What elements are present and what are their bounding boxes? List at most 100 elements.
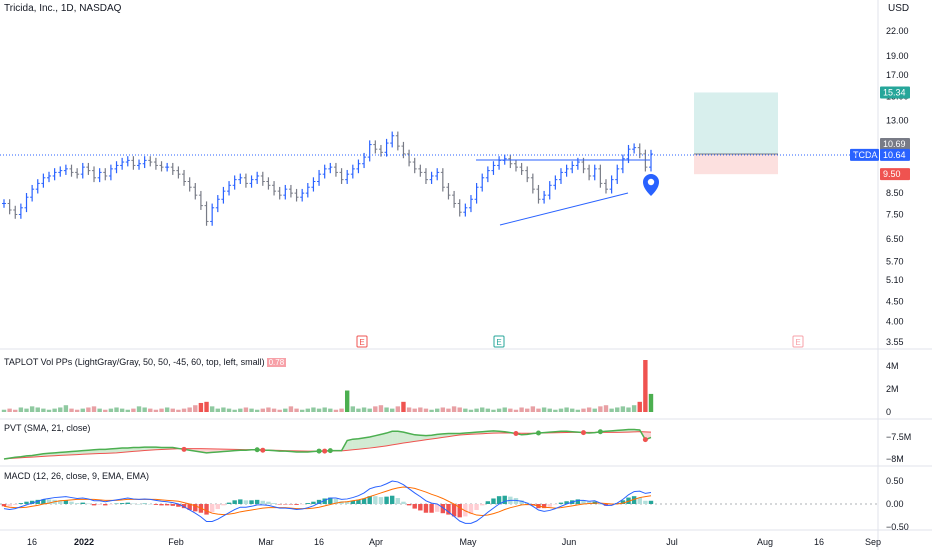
price-bar [193, 183, 198, 200]
volume-bar [344, 390, 350, 412]
pvt-fill [375, 434, 381, 448]
macd-histogram-bar [395, 498, 401, 504]
macd-histogram-bar [24, 501, 29, 504]
volume-value-badge: 0.78 [266, 358, 287, 367]
macd-histogram-bar [620, 500, 626, 504]
earnings-marker[interactable] [792, 335, 804, 348]
price-axis[interactable]: 22.0019.0017.0015.0013.0011.009.508.507.… [850, 26, 910, 347]
macd-histogram-bar [46, 499, 52, 504]
volume-bar [7, 408, 12, 412]
macd-histogram-bar [277, 504, 282, 505]
price-bar [513, 159, 518, 172]
macd-indicator: 0.50 0.00 −0.50 [0, 476, 909, 532]
price-bar [637, 143, 642, 159]
stop-price-badge-bg [880, 168, 910, 181]
macd-histogram-bar [474, 504, 479, 510]
price-bar [333, 162, 338, 177]
pvt-fill [403, 432, 410, 444]
time-tick-label: 16 [314, 537, 324, 547]
macd-histogram-bar [159, 504, 164, 506]
target-price-badge-bg [880, 86, 910, 99]
volume-bar [29, 406, 35, 412]
price-bar [142, 156, 147, 169]
macd-histogram-bar [513, 498, 519, 504]
volume-bar [243, 407, 249, 412]
pvt-fill [105, 448, 111, 454]
price-bar [553, 175, 558, 190]
volume-bar [395, 406, 401, 412]
volume-bar [316, 408, 322, 412]
volume-bar [311, 407, 316, 412]
macd-histogram-bar [564, 501, 569, 504]
macd-histogram-bar [457, 504, 462, 518]
volume-bar [305, 408, 311, 412]
price-bar [592, 164, 597, 181]
earnings-marker[interactable] [356, 335, 368, 348]
macd-histogram-bar [58, 500, 63, 504]
stop-zone[interactable] [694, 154, 778, 175]
volume-bar [643, 360, 648, 412]
price-bar [18, 203, 23, 219]
volume-bar [69, 408, 74, 412]
volume-bar [1, 409, 7, 412]
price-tick-label: 7.50 [886, 209, 904, 219]
price-bar [519, 162, 524, 175]
long-position-tool[interactable] [694, 92, 778, 175]
macd-histogram-bar [108, 504, 114, 505]
target-zone[interactable] [694, 92, 778, 155]
volume-bar [631, 405, 637, 412]
volume-bar [418, 407, 423, 412]
price-bar [63, 164, 68, 175]
trendline-drawings[interactable] [0, 154, 878, 226]
macd-histogram-bar [468, 504, 474, 515]
volume-bar [91, 406, 97, 412]
price-bar [75, 168, 80, 179]
pvt-fill [358, 437, 365, 450]
price-bar [587, 164, 592, 181]
volume-pane-label[interactable]: TAPLOT Vol PPs (LightGray/Gray, 50, 50, … [4, 357, 287, 367]
price-bar [221, 186, 226, 204]
pvt-pane-label[interactable]: PVT (SMA, 21, close) [4, 423, 91, 433]
pvt-cross-dot [513, 430, 519, 436]
volume-bar [615, 407, 620, 412]
macd-histogram-bar [204, 504, 209, 515]
volume-bar [536, 408, 541, 412]
volume-bar [463, 408, 468, 412]
price-bar [429, 171, 434, 184]
macd-histogram-bar [170, 504, 175, 506]
time-tick-label: Aug [757, 537, 773, 547]
price-bar [58, 166, 63, 177]
price-bar [345, 169, 350, 184]
pvt-fill [409, 433, 415, 443]
pvt-fill [133, 447, 140, 452]
volume-tick-label: 4M [886, 361, 899, 371]
macd-histogram-bar [598, 504, 603, 505]
volume-bar [63, 405, 69, 412]
time-axis[interactable]: 16 2022 Feb Mar 16 Apr May Jun Jul Aug 16 Sep [27, 537, 881, 547]
earnings-marker[interactable] [493, 335, 505, 348]
macd-histogram-bar [581, 500, 586, 504]
price-bar [378, 144, 383, 157]
ticker-tag: TCDA [853, 150, 878, 160]
volume-bar [215, 408, 220, 412]
support-trendline[interactable] [499, 192, 629, 226]
volume-bar [508, 408, 513, 412]
pvt-sma-line [3, 431, 652, 460]
volume-bar [114, 407, 119, 412]
price-bar [603, 179, 608, 194]
macd-histogram-bar [344, 501, 350, 504]
macd-histogram-bar [254, 499, 260, 504]
price-bar [266, 177, 271, 190]
price-bar [131, 156, 136, 170]
map-pin-icon[interactable] [643, 174, 659, 196]
macd-pane-label[interactable]: MACD (12, 26, close, 9, EMA, EMA) [4, 471, 150, 481]
price-bar [395, 131, 400, 151]
macd-histogram-bar [294, 504, 299, 505]
price-bar [137, 159, 142, 170]
price-bar [356, 159, 361, 174]
volume-bar [164, 407, 170, 412]
macd-histogram-bar [176, 504, 181, 507]
price-bar [114, 161, 119, 174]
